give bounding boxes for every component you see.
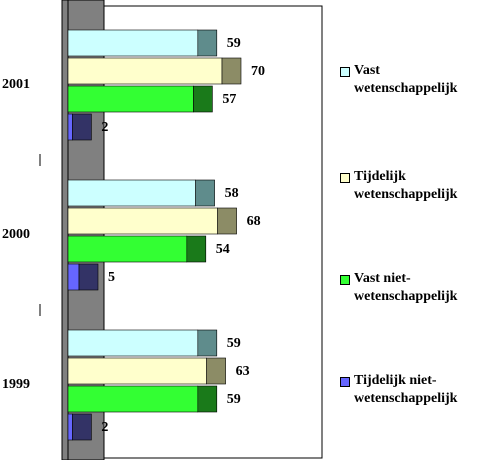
bar-tijdelijk-niet-wetenschappelijk-1999 [67,413,92,441]
legend-label-tijdelijk-niet-wetenschappelijk: Tijdelijk niet- wetenschappelijk [354,373,458,406]
legend-swatch-vast-niet-wetenschappelijk [340,275,350,285]
legend-item-vast-niet-wetenschappelijk: Vast niet- wetenschappelijk [340,270,457,306]
legend-label-vast-niet-wetenschappelijk: Vast niet- wetenschappelijk [354,271,458,304]
data-label-vast-wetenschappelijk-2001: 59 [227,36,241,51]
category-label-2001: 2001 [2,77,30,92]
bar-tijdelijk-wetenschappelijk-2001 [67,57,242,85]
data-label-vast-wetenschappelijk-1999: 59 [227,336,241,351]
data-label-tijdelijk-niet-wetenschappelijk-2000: 5 [108,270,115,285]
legend-item-tijdelijk-wetenschappelijk: Tijdelijk wetenschappelijk [340,168,457,204]
bar-tijdelijk-wetenschappelijk-2000 [67,207,237,235]
bar-tijdelijk-wetenschappelijk-1999 [67,357,226,385]
data-label-tijdelijk-niet-wetenschappelijk-1999: 2 [101,420,108,435]
bar-vast-wetenschappelijk-2000 [67,179,215,207]
legend-item-tijdelijk-niet-wetenschappelijk: Tijdelijk niet- wetenschappelijk [340,372,457,408]
data-label-tijdelijk-wetenschappelijk-1999: 63 [236,364,250,379]
bar-vast-wetenschappelijk-2001 [67,29,218,57]
category-label-1999: 1999 [2,377,30,392]
legend-label-vast-wetenschappelijk: Vast wetenschappelijk [354,63,458,96]
data-label-vast-wetenschappelijk-2000: 58 [225,186,239,201]
legend-swatch-tijdelijk-wetenschappelijk [340,173,350,183]
data-label-vast-niet-wetenschappelijk-2001: 57 [222,92,236,107]
bar-tijdelijk-niet-wetenschappelijk-2000 [67,263,99,291]
data-label-tijdelijk-niet-wetenschappelijk-2001: 2 [101,120,108,135]
plot-area [39,0,323,460]
data-label-tijdelijk-wetenschappelijk-2000: 68 [247,214,261,229]
bar-vast-wetenschappelijk-1999 [67,329,218,357]
bar-vast-niet-wetenschappelijk-2001 [67,85,213,113]
bar-vast-niet-wetenschappelijk-2000 [67,235,207,263]
data-label-tijdelijk-wetenschappelijk-2001: 70 [251,64,265,79]
bar-vast-niet-wetenschappelijk-1999 [67,385,218,413]
bar-tijdelijk-niet-wetenschappelijk-2001 [67,113,92,141]
data-label-vast-niet-wetenschappelijk-1999: 59 [227,392,241,407]
legend-item-vast-wetenschappelijk: Vast wetenschappelijk [340,62,457,98]
legend: Vast wetenschappelijk Tijdelijk wetensch… [340,0,496,460]
legend-swatch-vast-wetenschappelijk [340,67,350,77]
legend-swatch-tijdelijk-niet-wetenschappelijk [340,377,350,387]
data-label-vast-niet-wetenschappelijk-2000: 54 [216,242,230,257]
category-label-2000: 2000 [2,227,30,242]
legend-label-tijdelijk-wetenschappelijk: Tijdelijk wetenschappelijk [354,169,458,202]
